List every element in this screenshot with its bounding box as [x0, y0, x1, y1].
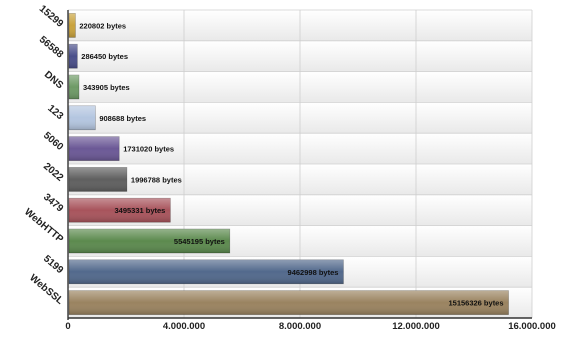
bar-gloss — [69, 44, 78, 69]
bar-gloss — [69, 198, 171, 223]
x-tick-label: 16.000.000 — [508, 321, 556, 332]
bar-gloss — [69, 167, 127, 192]
bars — [68, 13, 509, 315]
category-label: DNS — [42, 69, 65, 91]
category-label: WebSSL — [27, 273, 65, 307]
bar-gloss — [69, 228, 230, 254]
bar-gloss — [69, 259, 344, 284]
value-label: 220802 bytes — [79, 21, 126, 30]
bar-gloss — [69, 290, 509, 315]
x-tick-label: 8.000.000 — [279, 321, 321, 332]
category-label: 3479 — [41, 192, 65, 215]
value-label: 1731020 bytes — [123, 145, 174, 154]
x-tick-label: 0 — [65, 321, 70, 332]
x-tick-label: 4.000.000 — [163, 321, 205, 332]
bar-gloss — [69, 136, 120, 161]
bar-gloss — [69, 105, 96, 130]
value-label: 5545195 bytes — [174, 237, 225, 246]
category-label: 5199 — [41, 253, 65, 276]
value-label: 286450 bytes — [81, 52, 128, 61]
category-label: 56588 — [37, 34, 66, 61]
bar-gloss — [69, 13, 76, 38]
category-label: 5060 — [41, 130, 65, 153]
value-label: 15156326 bytes — [448, 299, 503, 308]
value-label: 3495331 bytes — [114, 206, 165, 215]
x-tick-label: 12.000.000 — [392, 321, 440, 332]
category-label: 2022 — [41, 161, 65, 184]
value-label: 343905 bytes — [83, 83, 130, 92]
category-label: 123 — [45, 103, 65, 122]
value-label: 1996788 bytes — [131, 175, 182, 184]
bar-gloss — [69, 74, 79, 100]
category-label: 15299 — [37, 3, 66, 30]
value-label: 908688 bytes — [99, 114, 146, 123]
value-label: 9462998 bytes — [288, 268, 339, 277]
